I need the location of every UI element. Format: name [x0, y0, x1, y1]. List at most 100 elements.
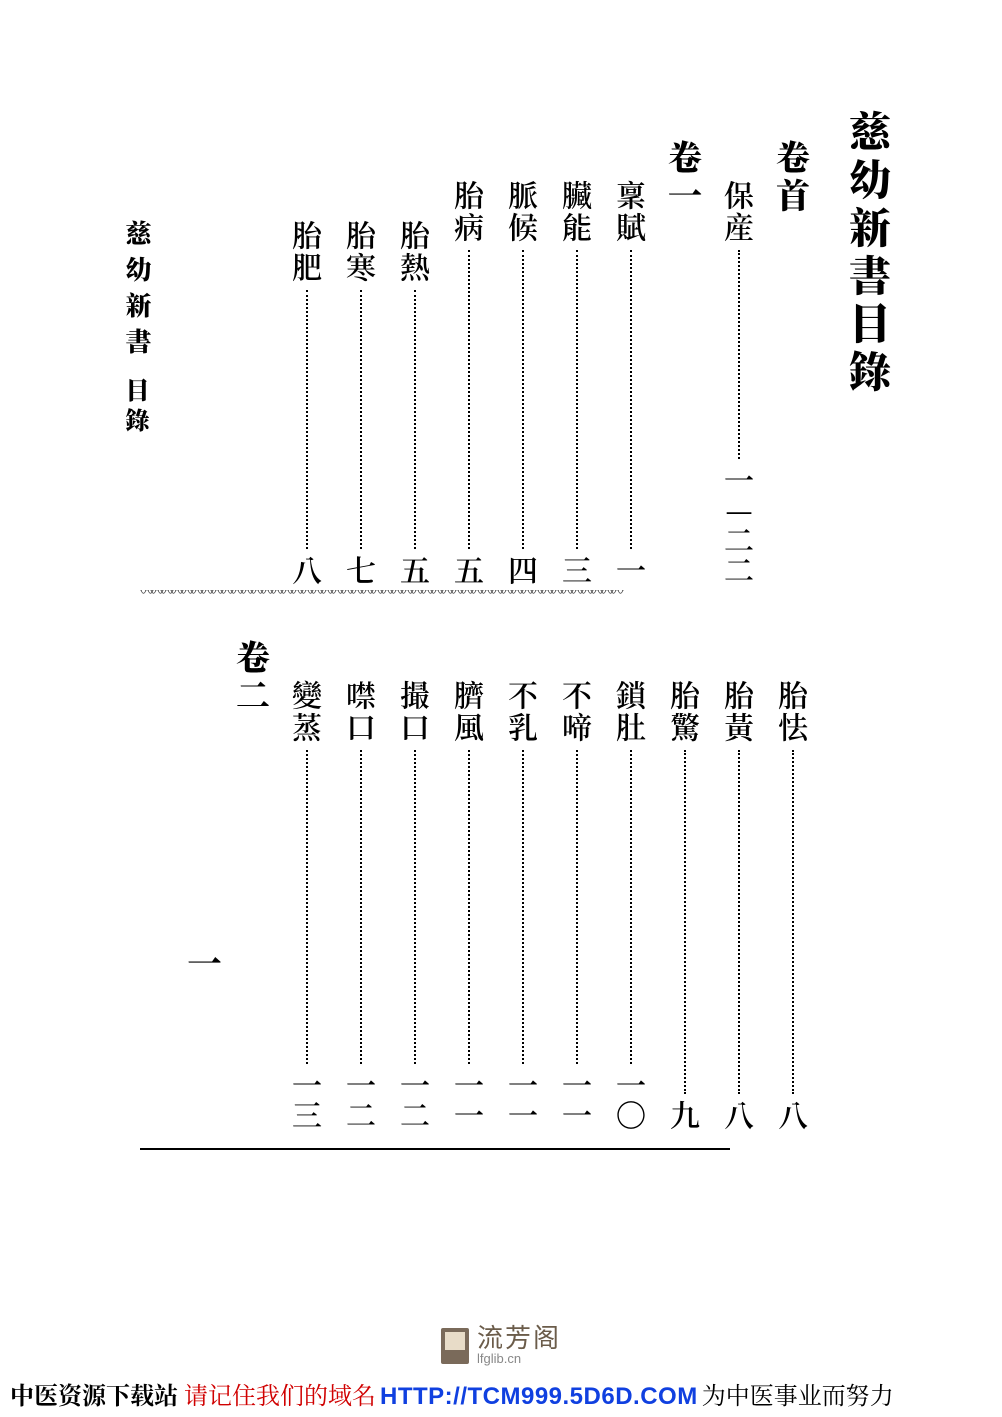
- toc-entry-label: 胎熱: [393, 220, 437, 284]
- toc-entry: 不啼一一: [550, 640, 604, 1130]
- toc-entry: 臍風一一: [442, 640, 496, 1130]
- toc-entry-label: 噤口: [339, 680, 383, 744]
- toc-entry-label: 不乳: [501, 680, 545, 744]
- toc-entry-body: 脈候四: [501, 180, 545, 585]
- toc-entry-page: 九: [663, 1100, 707, 1130]
- toc-entry: 脈候四: [496, 140, 550, 585]
- toc-entry-body: 不啼一一: [555, 680, 599, 1130]
- leader-dots: [468, 750, 470, 1064]
- toc-entry-body: 胎熱五: [393, 220, 437, 585]
- toc-entry: 鎖肚一〇: [604, 640, 658, 1130]
- toc-entry-page: 五: [393, 555, 437, 585]
- toc-entry-body: 鎖肚一〇: [609, 680, 653, 1130]
- toc-entry-body: 撮口一二: [393, 680, 437, 1130]
- toc-entry-body: 臟能三: [555, 180, 599, 585]
- toc-entry: 胎病五: [442, 140, 496, 585]
- toc-entry: 胎怯八: [766, 640, 820, 1130]
- leader-dots: [306, 750, 308, 1064]
- toc-entry-page: 八: [717, 1100, 761, 1130]
- toc-entry-page: 八: [285, 555, 329, 585]
- scanned-page: 慈幼新書目錄 慈幼新書 目錄 卷首保産一—二二卷一稟賦一臟能三脈候四胎病五胎熱五…: [120, 80, 900, 1190]
- toc-entry-label: 脈候: [501, 180, 545, 244]
- toc-entry-body: 胎黃八: [717, 680, 761, 1130]
- toc-entry-page: 四: [501, 555, 545, 585]
- toc-entry: 胎驚九: [658, 640, 712, 1130]
- toc-entry-label: 撮口: [393, 680, 437, 744]
- toc-entry-label: 臟能: [555, 180, 599, 244]
- toc-entry-label: 胎怯: [771, 680, 815, 744]
- toc-entry-page: 七: [339, 555, 383, 585]
- toc-entry-label: 不啼: [555, 680, 599, 744]
- toc-entry: 胎熱五: [388, 140, 442, 585]
- toc-entry-label: 變蒸: [285, 680, 329, 744]
- toc-upper-register: 卷首保産一—二二卷一稟賦一臟能三脈候四胎病五胎熱五胎寒七胎肥八: [170, 140, 820, 585]
- toc-entry-body: 臍風一一: [447, 680, 491, 1130]
- leader-dots: [360, 750, 362, 1064]
- toc-entry-body: 胎驚九: [663, 680, 707, 1130]
- toc-section-heading: 卷一: [658, 140, 712, 585]
- toc-entry-body: 稟賦一: [609, 180, 653, 585]
- toc-entry-page: 一〇: [609, 1070, 653, 1130]
- footer-bar: 中医资源下载站 请记住我们的域名 HTTP://TCM999.5D6D.COM …: [0, 1357, 1002, 1417]
- toc-entry-label: 鎖肚: [609, 680, 653, 744]
- wavy-divider: [140, 590, 880, 596]
- footer-cause-text: 为中医事业而努力: [702, 1376, 894, 1411]
- leader-dots: [630, 750, 632, 1064]
- toc-entry-page: 一—二二: [717, 465, 761, 585]
- document-title: 慈幼新書目錄: [840, 110, 900, 398]
- leader-dots: [522, 750, 524, 1064]
- toc-entry-label: 胎黃: [717, 680, 761, 744]
- section-heading-text: 卷二: [229, 640, 278, 1130]
- leader-dots: [738, 750, 740, 1094]
- toc-entry-page: 五: [447, 555, 491, 585]
- leader-dots: [576, 250, 578, 549]
- toc-entry-label: 胎寒: [339, 220, 383, 284]
- watermark-cn: 流芳阁: [477, 1326, 561, 1352]
- toc-entry-page: 一三: [285, 1070, 329, 1130]
- toc-entry-label: 胎肥: [285, 220, 329, 284]
- toc-entry-label: 胎病: [447, 180, 491, 244]
- leader-dots: [306, 290, 308, 549]
- toc-entry-label: 臍風: [447, 680, 491, 744]
- leader-dots: [576, 750, 578, 1064]
- toc-entry-page: 八: [771, 1100, 815, 1130]
- toc-entry: 稟賦一: [604, 140, 658, 585]
- leader-dots: [738, 250, 740, 459]
- bottom-horizontal-rule: [140, 1148, 730, 1150]
- toc-entry-label: 胎驚: [663, 680, 707, 744]
- toc-entry-body: 胎寒七: [339, 220, 383, 585]
- toc-entry-body: 胎肥八: [285, 220, 329, 585]
- running-head-main: 慈幼新書: [120, 220, 157, 364]
- toc-entry-label: 稟賦: [609, 180, 653, 244]
- toc-entry-page: 一一: [555, 1070, 599, 1130]
- section-heading-text: 卷首: [769, 140, 818, 585]
- toc-section-heading: 卷首: [766, 140, 820, 585]
- toc-entry-body: 胎怯八: [771, 680, 815, 1130]
- toc-entry-page: 一二: [393, 1070, 437, 1130]
- toc-entry-body: 噤口一二: [339, 680, 383, 1130]
- toc-entry: 保産一—二二: [712, 140, 766, 585]
- leader-dots: [630, 250, 632, 549]
- footer-remember-text: 请记住我们的域名: [184, 1376, 376, 1411]
- toc-entry-page: 三: [555, 555, 599, 585]
- toc-entry-body: 保産一—二二: [717, 180, 761, 585]
- toc-entry-body: 不乳一一: [501, 680, 545, 1130]
- toc-entry-page: 一一: [447, 1070, 491, 1130]
- toc-entry-page: 一一: [501, 1070, 545, 1130]
- toc-entry: 不乳一一: [496, 640, 550, 1130]
- footer-site-name: 中医资源下载站: [10, 1376, 178, 1411]
- running-head-sub: 目錄: [120, 378, 155, 438]
- leader-dots: [792, 750, 794, 1094]
- folio-page-number: 一: [180, 946, 229, 980]
- toc-entry: 撮口一二: [388, 640, 442, 1130]
- toc-entry-page: 一二: [339, 1070, 383, 1130]
- section-heading-text: 卷一: [661, 140, 710, 585]
- toc-entry-body: 變蒸一三: [285, 680, 329, 1130]
- toc-entry-page: 一: [609, 555, 653, 585]
- toc-entry: 胎肥八: [280, 140, 334, 585]
- leader-dots: [468, 250, 470, 549]
- toc-lower-register: 一 胎怯八胎黃八胎驚九鎖肚一〇不啼一一不乳一一臍風一一撮口一二噤口一二變蒸一三卷…: [170, 640, 820, 1130]
- leader-dots: [414, 750, 416, 1064]
- leader-dots: [414, 290, 416, 549]
- toc-entry: 胎寒七: [334, 140, 388, 585]
